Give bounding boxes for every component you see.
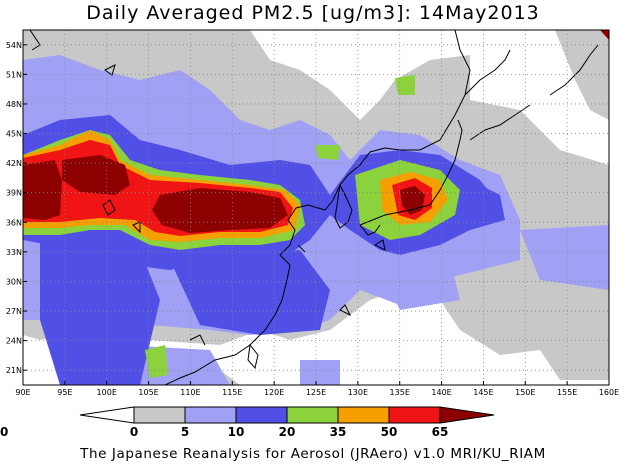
colorbar-label: 20	[279, 425, 296, 439]
lat-tick-label: 42N	[6, 159, 22, 168]
lon-tick-label: 135E	[390, 388, 410, 397]
lat-tick-label: 27N	[6, 307, 22, 316]
lon-tick-label: 140E	[431, 388, 451, 397]
colorbar-label: 80	[0, 425, 8, 439]
concentration-field	[23, 30, 609, 385]
lat-tick-label: 24N	[6, 337, 22, 346]
lon-tick-label: 110E	[180, 388, 200, 397]
colorbar-segment-50-65	[337, 406, 390, 424]
lon-tick-label: 160E	[599, 388, 619, 397]
colorbar-segment-5-10	[133, 406, 186, 424]
lon-tick-label: 145E	[473, 388, 493, 397]
colorbar-label: 10	[228, 425, 245, 439]
colorbar-segment-80-plus	[439, 406, 495, 424]
colorbar-segment-35-50	[286, 406, 339, 424]
colorbar-label: 5	[181, 425, 189, 439]
lon-tick-label: 155E	[557, 388, 577, 397]
lon-tick-label: 90E	[15, 388, 30, 397]
lat-tick-label: 54N	[6, 41, 22, 50]
lon-tick-label: 130E	[348, 388, 368, 397]
lon-tick-label: 120E	[264, 388, 284, 397]
colorbar-segment-10-20	[184, 406, 237, 424]
colorbar-segment-20-35	[235, 406, 288, 424]
map-grid	[23, 30, 609, 385]
colorbar-label: 65	[432, 425, 449, 439]
lat-tick-label: 30N	[6, 277, 22, 286]
lon-tick-label: 150E	[515, 388, 535, 397]
map-footer: The Japanese Reanalysis for Aerosol (JRA…	[80, 446, 546, 462]
lon-tick-label: 115E	[222, 388, 242, 397]
longitude-tick-labels: 90E 95E 100E 105E 110E 115E 120E 125E 130E 135E 14…	[15, 381, 619, 397]
lat-tick-label: 48N	[6, 100, 22, 109]
lon-tick-label: 100E	[97, 388, 117, 397]
lat-tick-label: 45N	[6, 130, 22, 139]
latitude-tick-labels: 54N 51N 48N 45N 42N 39N 36N 33N 30N 27N 24N 21N	[6, 41, 27, 375]
colorbar-label: 50	[381, 425, 398, 439]
colorbar-segment-65-80	[388, 406, 441, 424]
coastlines	[29, 30, 599, 385]
lat-tick-label: 51N	[6, 70, 22, 79]
colorbar-segment-0-5	[79, 406, 135, 424]
pm25-band-80-plus	[23, 30, 609, 233]
lon-tick-label: 95E	[57, 388, 72, 397]
lat-tick-label: 21N	[6, 366, 22, 375]
colorbar-label: 35	[330, 425, 347, 439]
lat-tick-label: 39N	[6, 189, 22, 198]
lat-tick-label: 36N	[6, 218, 22, 227]
map-title: Daily Averaged PM2.5 [ug/m3]: 14May2013	[86, 2, 540, 24]
colorbar: 0 5 10 20 35 50 65 80	[0, 406, 495, 439]
lon-tick-label: 105E	[138, 388, 158, 397]
lat-tick-label: 33N	[6, 248, 22, 257]
colorbar-label: 0	[130, 425, 138, 439]
lon-tick-label: 125E	[306, 388, 326, 397]
